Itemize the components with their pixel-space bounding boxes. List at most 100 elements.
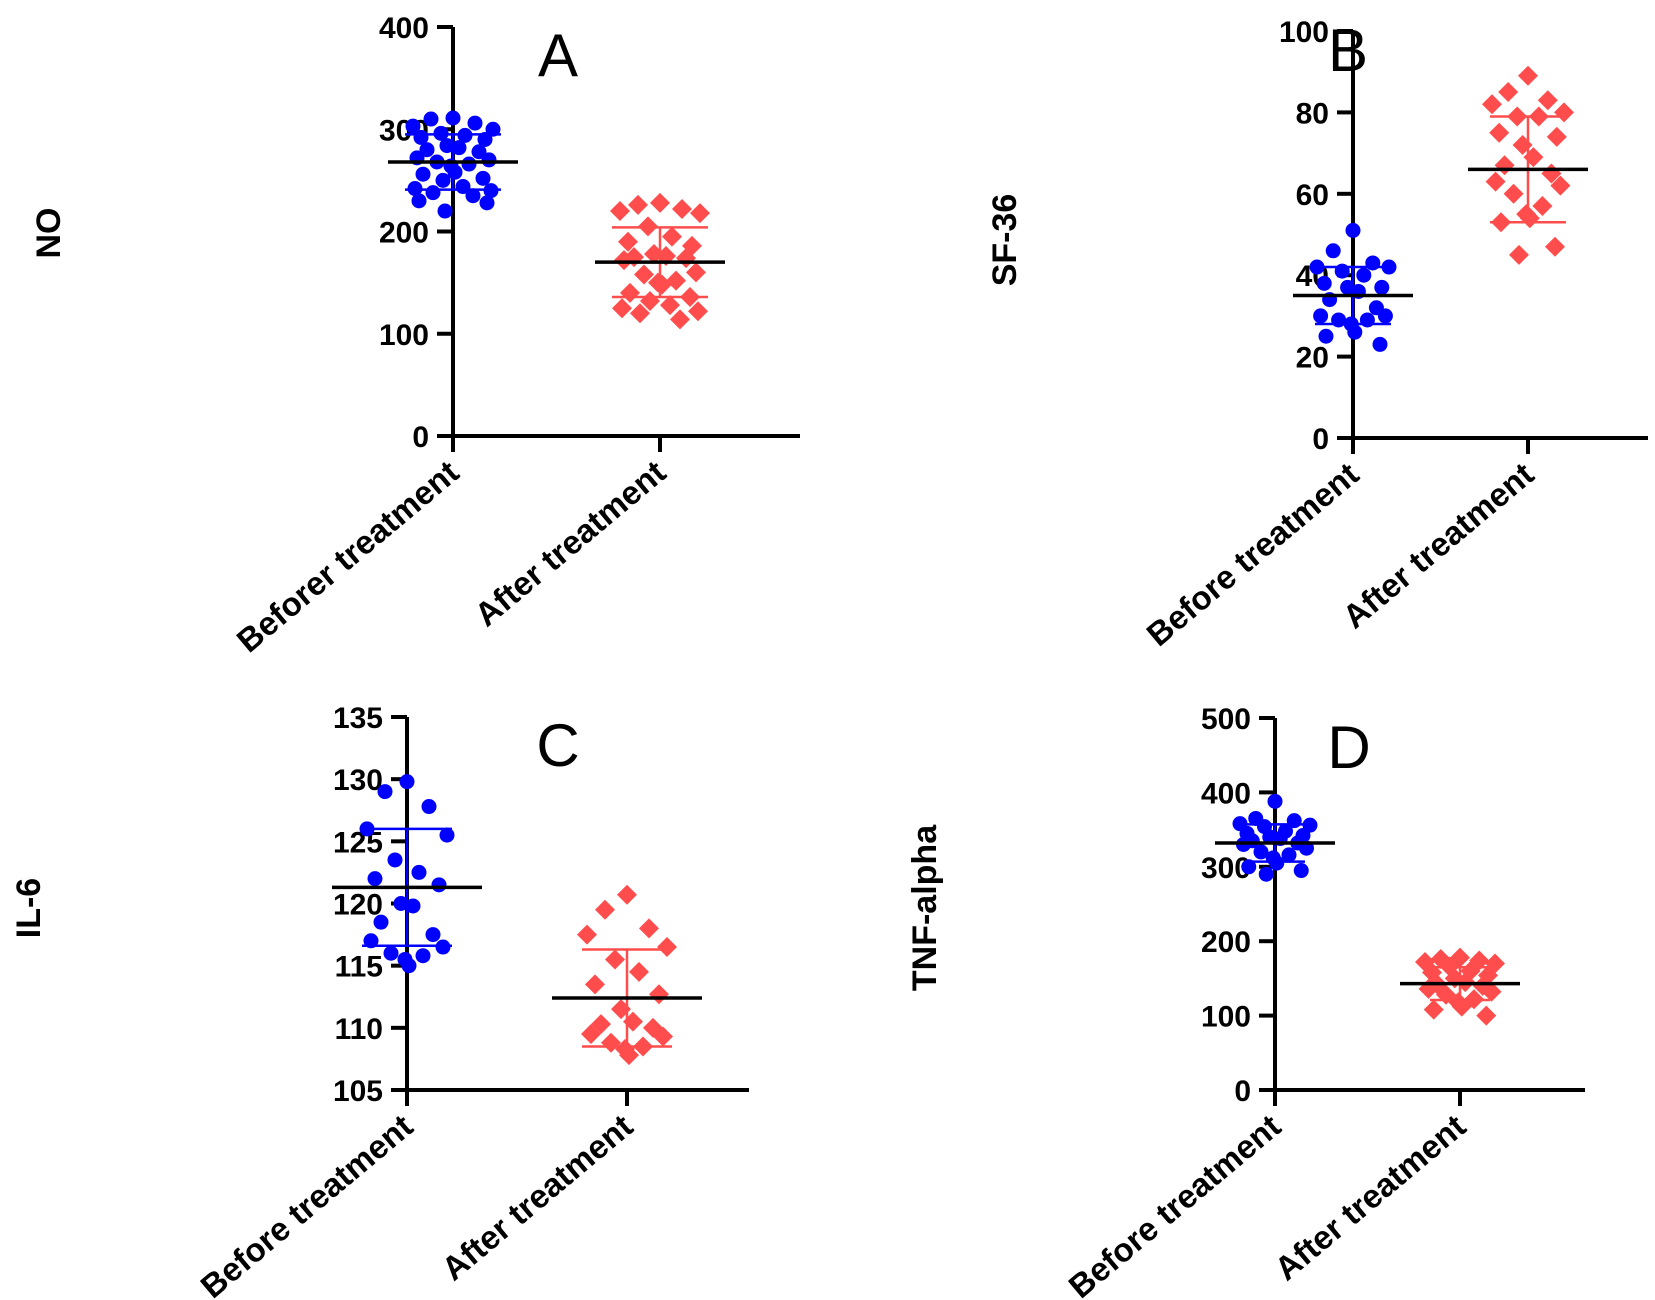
data-point (1545, 236, 1565, 257)
data-point (465, 188, 481, 204)
data-point (1347, 324, 1363, 340)
y-tick-label: 105 (333, 1075, 383, 1108)
data-point (662, 226, 682, 247)
data-point (585, 974, 605, 995)
data-point (399, 774, 415, 790)
data-point (653, 1026, 673, 1047)
y-tick-label: 120 (333, 889, 383, 922)
x-category-label: Before treatment (1061, 1107, 1287, 1300)
data-point (1269, 855, 1285, 871)
data-point (577, 924, 597, 945)
y-axis-title: IL-6 (10, 878, 48, 938)
data-point (1267, 793, 1283, 809)
data-point (377, 784, 393, 800)
data-point (467, 115, 483, 131)
panel-letter: A (538, 22, 578, 89)
data-point (595, 899, 615, 920)
data-point (688, 301, 708, 322)
y-tick-label: 60 (1296, 179, 1329, 212)
x-category-label: After treatment (435, 1107, 640, 1287)
y-tick-label: 200 (379, 217, 429, 250)
data-point (1325, 243, 1341, 259)
y-axis-title: TNF-alpha (906, 824, 944, 991)
x-category-label: Beforer treatment (230, 453, 466, 659)
data-point (1485, 171, 1506, 192)
data-point (601, 1032, 621, 1053)
data-point (415, 948, 431, 964)
data-point (634, 264, 654, 285)
data-point (393, 896, 409, 911)
data-point (1377, 308, 1393, 324)
data-point (387, 852, 403, 868)
data-point (439, 827, 455, 843)
data-point (618, 231, 638, 252)
data-point (1481, 981, 1502, 1002)
data-point (660, 295, 680, 316)
data-point (1503, 183, 1524, 204)
data-point (628, 194, 648, 215)
data-point (1509, 244, 1529, 265)
data-point (401, 958, 417, 974)
data-point (383, 945, 399, 961)
y-tick-label: 500 (1201, 703, 1251, 736)
x-category-label: After treatment (1336, 455, 1541, 635)
data-point (1345, 222, 1361, 238)
data-point (1241, 859, 1257, 875)
data-point (1313, 308, 1329, 324)
data-point (1494, 155, 1515, 176)
data-point (1372, 336, 1388, 352)
y-tick-label: 135 (333, 702, 383, 735)
data-point (619, 1045, 639, 1066)
data-point (423, 111, 439, 127)
data-point (421, 799, 437, 815)
data-point (431, 877, 447, 893)
data-point (437, 203, 453, 219)
x-category-label: After treatment (1268, 1107, 1473, 1287)
data-point (1281, 847, 1297, 863)
data-point (405, 118, 421, 134)
data-point (1318, 328, 1334, 344)
data-point (373, 914, 389, 930)
data-point (481, 152, 497, 168)
panel-letter: D (1327, 714, 1370, 781)
data-point (367, 871, 383, 887)
data-point (411, 864, 427, 880)
data-point (1258, 866, 1274, 882)
y-tick-label: 100 (1201, 1001, 1251, 1034)
y-tick-label: 100 (379, 319, 429, 352)
data-point (605, 949, 625, 970)
y-tick-label: 115 (335, 951, 383, 984)
data-point (475, 170, 491, 186)
data-point (425, 927, 441, 943)
y-tick-label: 400 (1201, 777, 1251, 810)
data-point (479, 195, 495, 211)
data-point (435, 172, 451, 188)
x-category-label: After treatment (468, 453, 673, 633)
data-point (485, 121, 501, 137)
data-point (581, 1024, 601, 1045)
data-point (670, 309, 690, 330)
data-point (1498, 82, 1519, 103)
y-tick-label: 110 (335, 1013, 383, 1046)
data-point (1518, 65, 1538, 86)
y-tick-label: 130 (333, 764, 383, 797)
y-tick-label: 125 (333, 826, 383, 859)
data-point (629, 961, 649, 982)
data-point (610, 201, 630, 222)
data-point (405, 898, 421, 914)
y-tick-label: 0 (1312, 423, 1329, 456)
y-tick-label: 0 (1234, 1075, 1251, 1108)
panel-c: 105 110 115 120 125 130 135 Before treatment Aft… (10, 702, 749, 1300)
data-point (649, 984, 669, 1005)
y-tick-label: 20 (1296, 342, 1329, 375)
data-point (1374, 279, 1390, 295)
y-tick-label: 400 (379, 12, 429, 45)
data-point (639, 918, 659, 939)
data-point (445, 110, 461, 126)
data-point (1550, 175, 1571, 196)
data-point (415, 166, 431, 182)
